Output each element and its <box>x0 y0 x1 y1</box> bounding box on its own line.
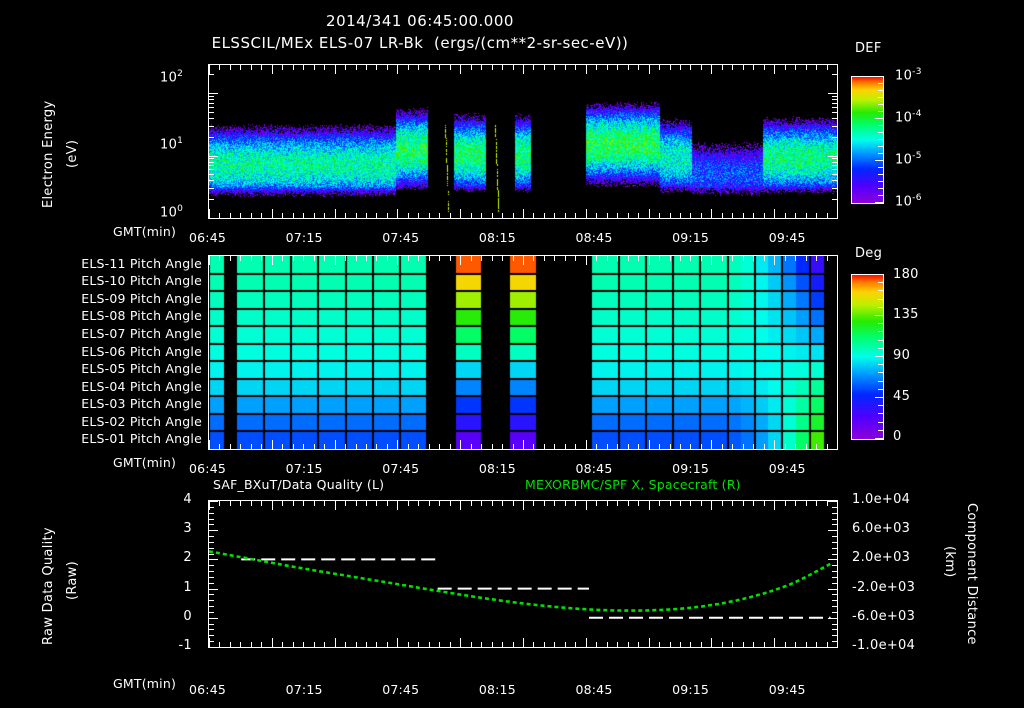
def-label-5: 10-5 <box>895 151 922 168</box>
def-label-3: 10-3 <box>895 67 922 84</box>
page-subtitle: ELSSCIL/MEx ELS-07 LR-Bk (ergs/(cm**2-sr… <box>211 34 629 52</box>
pitch-angle-row-label: ELS-04 Pitch Angle <box>81 378 202 394</box>
p3-right-ytick: 6.0e+03 <box>852 521 911 537</box>
p3-title-left: SAF_BXuT/Data Quality (L) <box>213 477 385 492</box>
def-label-4: 10-4 <box>895 109 922 126</box>
pitch-angle-row-label: ELS-05 Pitch Angle <box>81 361 202 377</box>
p1-ytick-1: 100 <box>160 204 184 221</box>
p3-ylabel-right-line1: Component Distance <box>964 503 979 645</box>
time-tick-label: 08:45 <box>575 682 613 697</box>
deg-label-135: 135 <box>893 307 919 322</box>
p1-ylabel-line2: (eV) <box>65 139 80 168</box>
p3-time-axis-label: GMT(min) <box>113 676 177 691</box>
time-tick-label: 06:45 <box>189 461 227 476</box>
p2-time-axis-label: GMT(min) <box>113 455 177 470</box>
time-tick-label: 07:45 <box>382 682 420 697</box>
p3-right-ytick: 1.0e+04 <box>852 492 911 507</box>
deg-label-180: 180 <box>893 267 919 282</box>
time-tick-label: 07:15 <box>285 461 323 476</box>
pitch-angle-row-label: ELS-02 Pitch Angle <box>81 413 202 429</box>
time-tick-label: 08:45 <box>575 230 613 245</box>
pitch-angle-row-label: ELS-10 Pitch Angle <box>81 273 202 289</box>
pitch-angle-row-label: ELS-03 Pitch Angle <box>81 396 202 412</box>
p3-right-ytick: -2.0e+03 <box>852 579 916 595</box>
time-tick-label: 06:45 <box>189 682 227 697</box>
p3-title-right: MEXORBMC/SPF X, Spacecraft (R) <box>525 477 741 492</box>
pitch-angle-row-label: ELS-08 Pitch Angle <box>81 308 202 324</box>
time-tick-label: 08:15 <box>478 682 516 697</box>
p3-left-ytick: 4 <box>183 492 192 507</box>
time-tick-label: 07:45 <box>382 461 420 476</box>
deg-colorbar-title: Deg <box>855 246 883 261</box>
deg-label-45: 45 <box>893 389 911 404</box>
deg-colorbar <box>851 274 884 440</box>
time-tick-label: 07:15 <box>285 682 323 697</box>
time-tick-label: 07:15 <box>285 230 323 245</box>
p3-left-ytick: 2 <box>183 550 192 566</box>
time-tick-label: 09:45 <box>768 682 806 697</box>
p3-left-ytick: 0 <box>183 608 192 624</box>
p3-left-ytick: 1 <box>183 579 192 595</box>
p1-time-axis-label: GMT(min) <box>113 224 177 239</box>
pitch-angle-row-label: ELS-11 Pitch Angle <box>81 255 202 271</box>
pitch-angle-row-label: ELS-06 Pitch Angle <box>81 343 202 359</box>
time-tick-label: 09:15 <box>672 230 710 245</box>
def-colorbar <box>851 76 884 204</box>
pitch-angle-row-label: ELS-01 Pitch Angle <box>81 431 202 447</box>
time-tick-label: 09:45 <box>768 461 806 476</box>
p3-ylabel-right-line2: (km) <box>942 546 957 578</box>
def-colorbar-title: DEF <box>855 41 882 56</box>
p3-traces <box>209 550 832 619</box>
pitch-angle-row-label: ELS-07 Pitch Angle <box>81 325 202 341</box>
time-tick-label: 06:45 <box>189 230 227 245</box>
p3-ylabel-line2: (Raw) <box>65 561 80 600</box>
p1-ylabel-line1: Electron Energy <box>41 100 56 208</box>
time-tick-label: 08:15 <box>478 461 516 476</box>
pitch-angle-panel <box>208 255 838 450</box>
time-tick-label: 09:45 <box>768 230 806 245</box>
spectrogram-image <box>209 65 837 218</box>
page-title: 2014/341 06:45:00.000 <box>326 12 514 30</box>
def-label-6: 10-6 <box>895 193 922 210</box>
p3-ylabel-line1: Raw Data Quality <box>41 527 56 645</box>
data-quality-and-distance-panel <box>208 500 838 648</box>
deg-label-0: 0 <box>893 429 902 444</box>
p1-ytick-100: 102 <box>160 69 184 86</box>
p1-ytick-10: 101 <box>160 136 184 153</box>
electron-energy-spectrogram <box>208 64 838 219</box>
p3-left-ytick: 3 <box>183 521 192 537</box>
deg-label-90: 90 <box>893 348 911 363</box>
p3-right-ytick: -6.0e+03 <box>852 608 916 624</box>
time-tick-label: 08:15 <box>478 230 516 245</box>
time-tick-label: 08:45 <box>575 461 613 476</box>
spacecraft-distance-trace <box>209 550 832 612</box>
pitch-angle-row-label: ELS-09 Pitch Angle <box>81 290 202 306</box>
p3-left-ytick: -1 <box>178 638 192 653</box>
def-colorbar-gradient <box>852 77 883 203</box>
p3-right-ytick: -1.0e+04 <box>852 638 916 653</box>
deg-colorbar-gradient <box>852 275 883 439</box>
p3-right-ytick: 2.0e+03 <box>852 550 911 566</box>
pitch-angle-image <box>209 256 837 449</box>
time-tick-label: 09:15 <box>672 461 710 476</box>
time-tick-label: 09:15 <box>672 682 710 697</box>
time-tick-label: 07:45 <box>382 230 420 245</box>
